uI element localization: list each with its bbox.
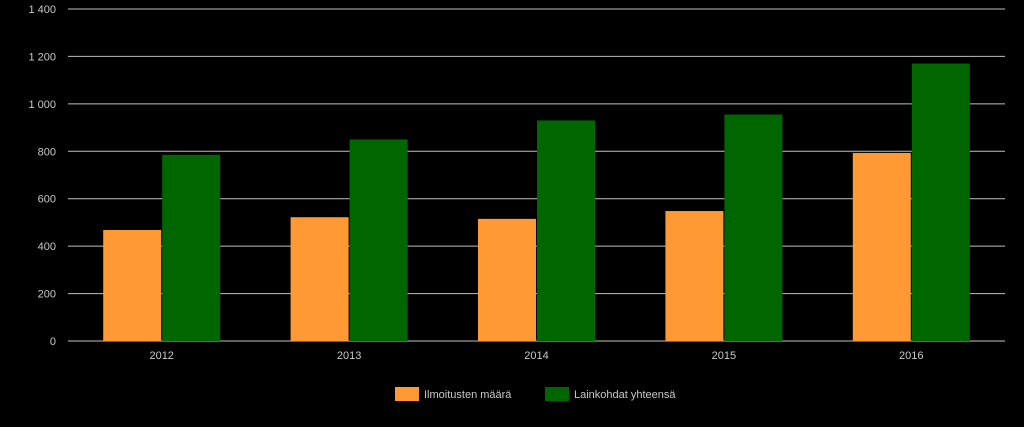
bar-lainkohdat-2016 <box>911 63 970 342</box>
y-tick-label: 1 200 <box>28 51 56 63</box>
bar-lainkohdat-2013 <box>349 139 408 341</box>
y-tick-label: 400 <box>38 241 56 253</box>
legend-swatch <box>545 387 569 401</box>
y-tick-label: 200 <box>38 289 56 301</box>
y-tick-label: 600 <box>38 194 56 206</box>
y-tick-label: 0 <box>50 336 56 348</box>
legend: Ilmoitusten määrä Lainkohdat yhteensä <box>395 387 676 401</box>
legend-swatch <box>395 387 419 401</box>
bars <box>103 63 970 342</box>
bar-ilmoitukset-2015 <box>665 211 724 341</box>
x-tick-label: 2012 <box>149 350 173 362</box>
bar-ilmoitukset-2013 <box>290 217 349 341</box>
y-tick-label: 1 000 <box>28 99 56 111</box>
y-tick-label: 1 400 <box>28 4 56 16</box>
bar-ilmoitukset-2016 <box>852 152 911 341</box>
y-axis-ticks: 0 200 400 600 800 1 000 1 200 1 400 <box>28 4 56 348</box>
x-tick-label: 2016 <box>899 350 923 362</box>
legend-label: Lainkohdat yhteensä <box>574 389 676 401</box>
x-tick-label: 2013 <box>337 350 361 362</box>
bar-lainkohdat-2012 <box>162 154 221 341</box>
bar-ilmoitukset-2012 <box>103 230 162 341</box>
gridlines <box>68 8 1005 342</box>
y-tick-label: 800 <box>38 146 56 158</box>
x-tick-label: 2015 <box>712 350 736 362</box>
bar-ilmoitukset-2014 <box>478 218 536 341</box>
legend-label: Ilmoitusten määrä <box>424 389 512 401</box>
x-tick-label: 2014 <box>524 350 548 362</box>
bar-lainkohdat-2015 <box>724 114 783 342</box>
x-axis-ticks: 2012 2013 2014 2015 2016 <box>149 350 923 362</box>
bar-lainkohdat-2014 <box>537 120 595 341</box>
